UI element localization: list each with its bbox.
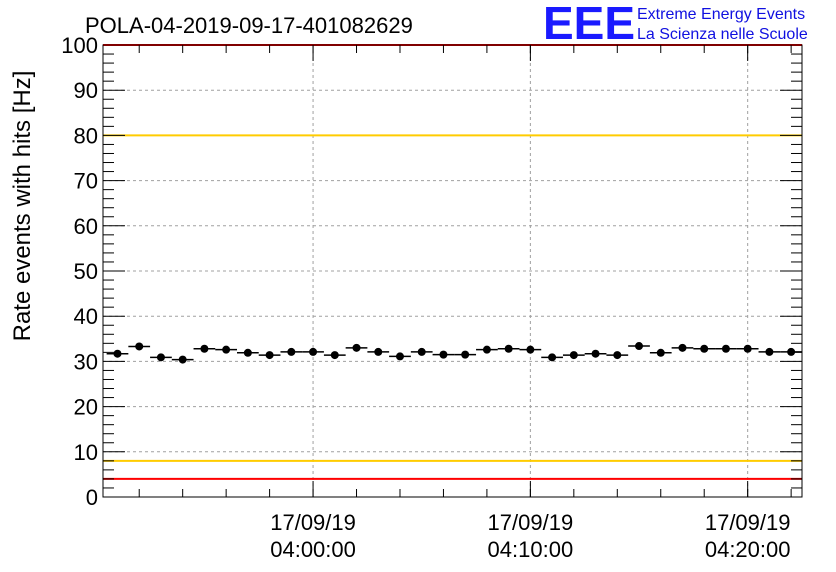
- data-point: [439, 350, 448, 359]
- data-point: [700, 344, 709, 353]
- x-tick-date-label: 17/09/19: [705, 510, 791, 535]
- data-point: [113, 349, 122, 358]
- data-point: [743, 344, 752, 353]
- x-tick-time-label: 04:20:00: [705, 537, 791, 562]
- x-tick-time-label: 04:10:00: [488, 537, 574, 562]
- data-point: [200, 344, 209, 353]
- y-tick-label: 100: [61, 33, 98, 58]
- x-tick-date-label: 17/09/19: [270, 510, 356, 535]
- data-point: [613, 351, 622, 360]
- eee-logo-line1: Extreme Energy Events: [637, 6, 805, 23]
- y-tick-label: 20: [74, 395, 98, 420]
- data-point: [787, 347, 796, 356]
- y-tick-label: 30: [74, 349, 98, 374]
- data-point: [591, 349, 600, 358]
- y-tick-label: 40: [74, 304, 98, 329]
- y-tick-label: 60: [74, 214, 98, 239]
- data-point: [265, 351, 274, 360]
- data-point: [526, 345, 535, 354]
- data-point: [569, 351, 578, 360]
- data-point: [678, 343, 687, 352]
- data-point: [352, 343, 361, 352]
- data-points: [106, 342, 802, 364]
- y-axis-label: Rate events with hits [Hz]: [9, 71, 36, 342]
- data-point: [330, 351, 339, 360]
- reference-lines: [103, 44, 802, 480]
- data-point: [656, 348, 665, 357]
- data-point: [287, 347, 296, 356]
- y-tick-label: 80: [74, 123, 98, 148]
- data-point: [482, 345, 491, 354]
- x-tick-date-label: 17/09/19: [488, 510, 574, 535]
- y-tick-label: 0: [86, 485, 98, 510]
- data-point: [721, 344, 730, 353]
- data-point: [374, 347, 383, 356]
- data-point: [635, 342, 644, 351]
- chart-title: POLA-04-2019-09-17-401082629: [85, 13, 413, 38]
- y-tick-label: 70: [74, 169, 98, 194]
- data-point: [417, 347, 426, 356]
- data-point: [461, 350, 470, 359]
- eee-logo-line2: La Scienza nelle Scuole: [637, 26, 808, 43]
- data-point: [135, 342, 144, 351]
- x-tick-time-label: 04:00:00: [270, 537, 356, 562]
- data-point: [243, 348, 252, 357]
- y-tick-labels: 0 10 20 30 40 50 60 70 80 90 100: [61, 33, 98, 510]
- data-point: [178, 355, 187, 364]
- data-point: [309, 347, 318, 356]
- axis-ticks: [103, 44, 802, 498]
- x-tick-labels: 17/09/1904:00:0017/09/1904:10:0017/09/19…: [270, 510, 790, 562]
- y-tick-label: 90: [74, 78, 98, 103]
- eee-logo: EEE Extreme Energy Events La Scienza nel…: [543, 0, 808, 49]
- data-point: [222, 345, 231, 354]
- data-point: [548, 353, 557, 362]
- data-point: [765, 347, 774, 356]
- grid: [103, 45, 802, 497]
- data-point: [504, 344, 513, 353]
- eee-logo-mark: EEE: [543, 0, 635, 49]
- y-tick-label: 10: [74, 440, 98, 465]
- y-tick-label: 50: [74, 259, 98, 284]
- data-point: [156, 353, 165, 362]
- data-point: [395, 352, 404, 361]
